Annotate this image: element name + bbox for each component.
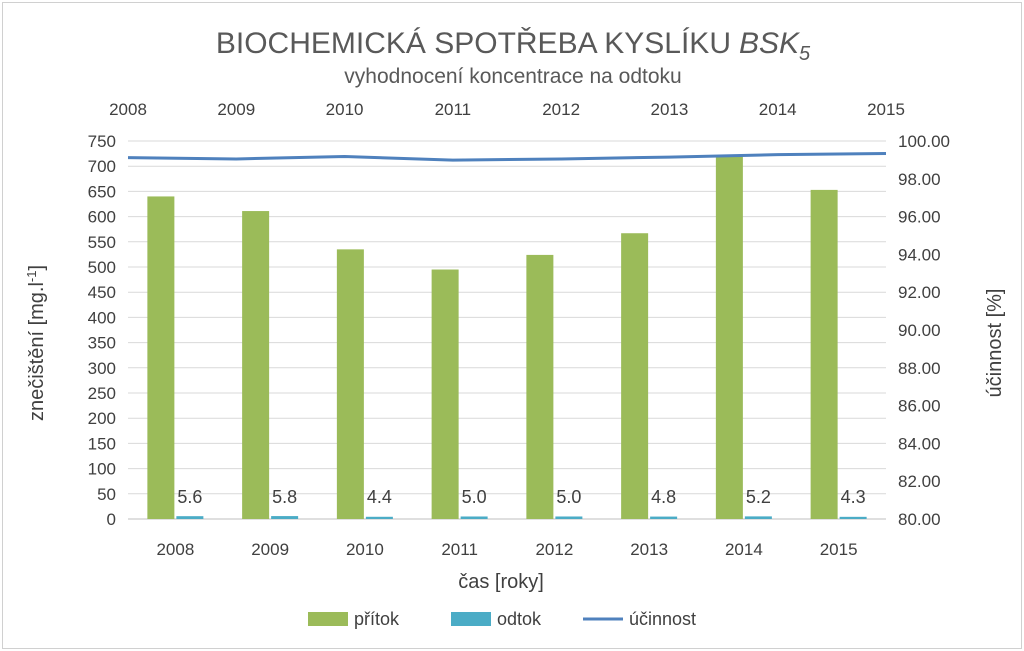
y-left-tick-label: 50: [97, 485, 116, 504]
x-axis-title: čas [roky]: [458, 571, 544, 593]
y-left-tick-label: 350: [88, 334, 116, 353]
y-right-tick-label: 96.00: [898, 208, 941, 227]
data-label-odtok: 5.2: [746, 487, 771, 507]
y-left-tick-label: 500: [88, 258, 116, 277]
bar-pritok: [810, 189, 838, 519]
x-tick-label: 2008: [156, 540, 194, 559]
legend-swatch: [451, 612, 491, 626]
label-layer: 5.6 5.8 4.4 5.0 5.0 4.8 5.2 4.3: [177, 487, 865, 507]
bar-pritok: [431, 269, 459, 519]
y-left-tick-label: 100: [88, 460, 116, 479]
y-left-tick-label: 450: [88, 283, 116, 302]
legend: přítok odtok účinnost: [308, 609, 696, 629]
y-left-tick-label: 750: [88, 132, 116, 151]
bar-pritok: [336, 249, 364, 520]
data-label-odtok: 5.0: [556, 487, 581, 507]
bar-odtok: [744, 516, 772, 519]
line-ucinnost: [127, 151, 887, 162]
y-left-tick-label: 600: [88, 208, 116, 227]
legend-swatch: [308, 612, 348, 626]
bar-layer: [147, 155, 867, 520]
y-right-tick-label: 84.00: [898, 434, 941, 453]
bar-odtok: [555, 516, 583, 519]
data-label-odtok: 4.4: [367, 487, 392, 507]
chart-title-subscript: 5: [799, 43, 811, 65]
y-left-tick-label: 300: [88, 359, 116, 378]
bar-odtok: [176, 516, 204, 519]
y-left-tick-label: 0: [107, 510, 116, 529]
bar-pritok: [242, 211, 270, 519]
y-right-tick-label: 94.00: [898, 245, 941, 264]
data-label-odtok: 4.8: [651, 487, 676, 507]
chart-title-italic: BSK: [739, 27, 801, 60]
x-top-tick-label: 2013: [651, 100, 689, 119]
x-tick-label: 2009: [251, 540, 289, 559]
left-axis-layer: 0 50 100 150 200 250 300 350 400 450 500 550 600 650 7…: [88, 132, 116, 529]
y-left-tick-label: 400: [88, 308, 116, 327]
legend-label: odtok: [497, 609, 542, 629]
y-right-tick-label: 86.00: [898, 397, 941, 416]
x-top-tick-label: 2010: [326, 100, 364, 119]
bar-pritok: [147, 196, 175, 519]
y-left-tick-label: 200: [88, 409, 116, 428]
x-tick-label: 2015: [820, 540, 858, 559]
y-left-axis-title-main: znečištění [mg.l: [26, 282, 48, 421]
top-axis-layer: 2008 2009 2010 2011 2012 2013 2014 2015: [109, 100, 905, 119]
bottom-axis-layer: 2008 2009 2010 2011 2012 2013 2014 2015: [156, 540, 857, 559]
x-top-tick-label: 2011: [435, 100, 472, 119]
y-right-tick-label: 82.00: [898, 472, 941, 491]
y-left-axis-title-end: ]: [26, 265, 48, 271]
y-right-tick-label: 80.00: [898, 510, 941, 529]
y-right-tick-label: 98.00: [898, 170, 941, 189]
y-left-tick-label: 150: [88, 434, 116, 453]
data-label-odtok: 5.8: [272, 487, 297, 507]
legend-label: účinnost: [629, 609, 696, 629]
chart-title: BIOCHEMICKÁ SPOTŘEBA KYSLÍKU BSK5: [216, 27, 811, 65]
bar-pritok: [715, 155, 743, 519]
bar-odtok: [460, 516, 488, 519]
y-right-tick-label: 90.00: [898, 321, 941, 340]
y-right-tick-label: 92.00: [898, 283, 941, 302]
x-tick-label: 2010: [346, 540, 384, 559]
y-right-axis-title: účinnost [%]: [984, 289, 1006, 398]
y-right-tick-label: 88.00: [898, 359, 941, 378]
chart-title-main: BIOCHEMICKÁ SPOTŘEBA KYSLÍKU: [216, 27, 731, 60]
y-left-tick-label: 250: [88, 384, 116, 403]
legend-label: přítok: [354, 609, 400, 629]
bar-odtok: [650, 516, 678, 519]
x-top-tick-label: 2015: [867, 100, 905, 119]
x-tick-label: 2011: [441, 540, 478, 559]
bar-pritok: [621, 233, 649, 519]
chart-svg: BIOCHEMICKÁ SPOTŘEBA KYSLÍKU BSK5 vyhodno…: [24, 27, 1006, 629]
y-right-tick-label: 100.00: [898, 132, 950, 151]
x-top-tick-label: 2014: [759, 100, 797, 119]
y-left-tick-label: 700: [88, 157, 116, 176]
x-tick-label: 2014: [725, 540, 763, 559]
line-layer: [127, 151, 887, 162]
y-left-axis-title: znečištění [mg.l-1]: [24, 265, 48, 421]
data-label-odtok: 5.6: [177, 487, 202, 507]
data-label-odtok: 5.0: [462, 487, 487, 507]
x-top-tick-label: 2009: [217, 100, 255, 119]
data-label-odtok: 4.3: [841, 487, 866, 507]
x-tick-label: 2013: [630, 540, 668, 559]
chart-subtitle: vyhodnocení koncentrace na odtoku: [344, 65, 681, 88]
right-axis-layer: 80.00 82.00 84.00 86.00 88.00 90.00 92.00 94.00…: [898, 132, 950, 529]
x-top-tick-label: 2012: [542, 100, 580, 119]
grid-layer: [128, 140, 886, 520]
bar-odtok: [271, 516, 299, 519]
y-left-axis-title-sup: -1: [24, 271, 39, 283]
bar-odtok: [839, 516, 867, 519]
y-left-tick-label: 550: [88, 233, 116, 252]
bar-pritok: [526, 254, 554, 520]
x-top-tick-label: 2008: [109, 100, 147, 119]
y-left-tick-label: 650: [88, 182, 116, 201]
x-tick-label: 2012: [535, 540, 573, 559]
bar-odtok: [365, 516, 393, 519]
